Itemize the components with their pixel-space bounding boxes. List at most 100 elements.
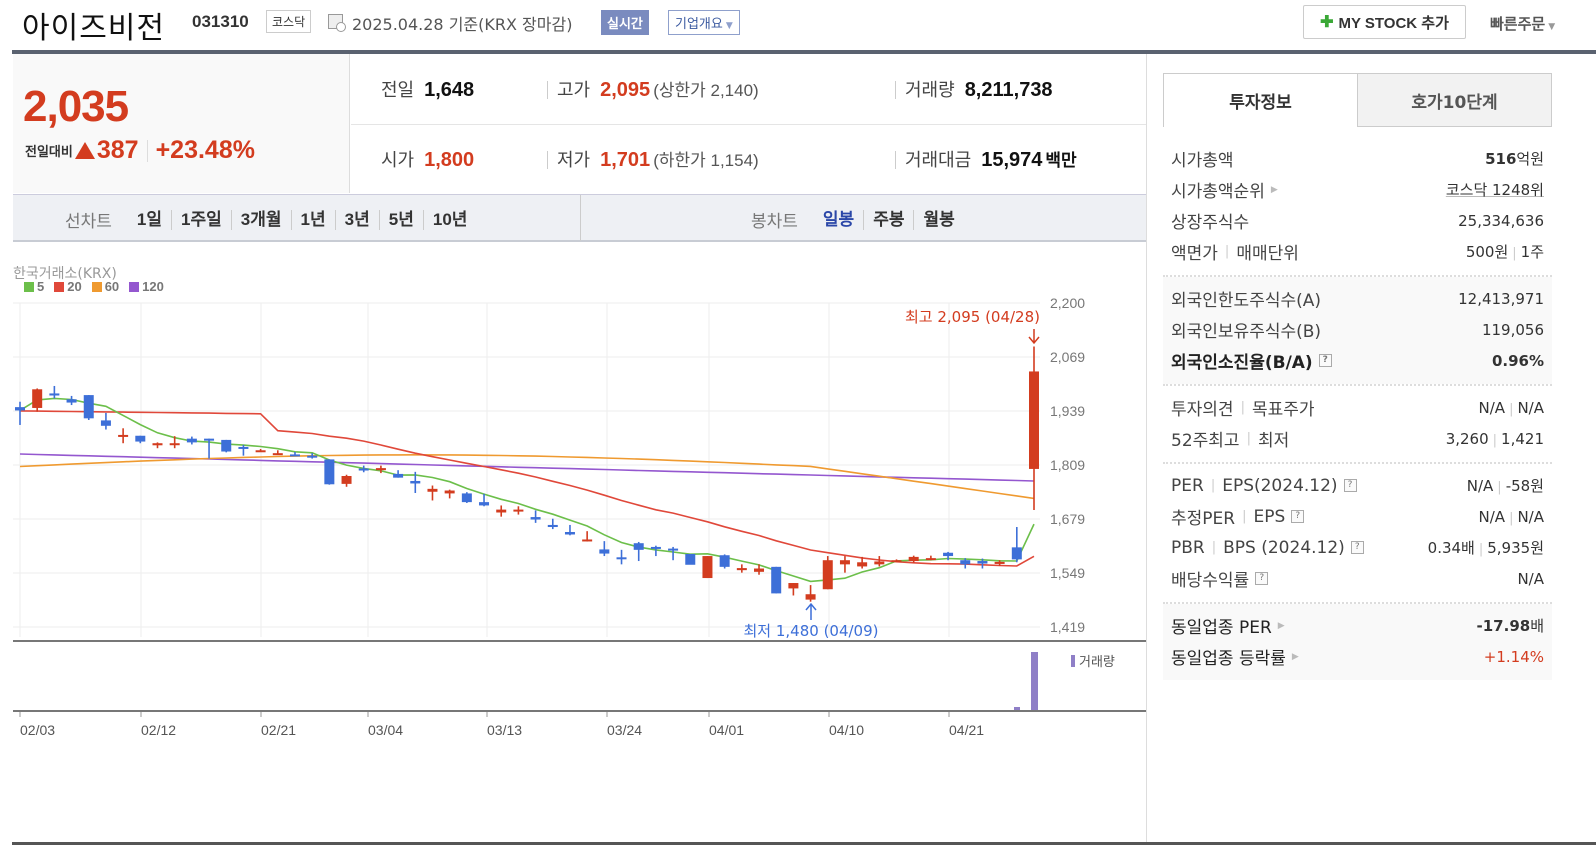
tab-3month[interactable]: 3개월 <box>230 209 291 230</box>
candle <box>479 502 490 506</box>
section-valuation: PER | EPS(2024.12)? N/A | -58원 추정PER | EPS? N/… <box>1163 464 1552 602</box>
quick-order-dropdown[interactable]: 빠른주문 ▼ <box>1490 13 1555 34</box>
label-text: 투자의견 <box>1171 400 1234 420</box>
candle <box>599 549 610 554</box>
separator: | <box>1509 510 1514 526</box>
help-icon[interactable]: ? <box>1343 479 1357 492</box>
current-price-panel: 2,035 전일대비 387 +23.48% <box>13 54 350 193</box>
candle <box>582 539 593 542</box>
candle <box>375 468 386 471</box>
realtime-button[interactable]: 실시간 <box>601 10 649 35</box>
candle <box>960 560 971 565</box>
legend-label: 120 <box>142 279 164 294</box>
separator: | <box>1512 246 1517 261</box>
row-foreign-ratio: 외국인소진율(B/A)? 0.96% <box>1171 345 1544 376</box>
dotted-divider <box>1163 384 1552 386</box>
date-basis: 2025.04.28 기준(KRX 장마감) <box>352 15 573 34</box>
legend-ma5: 5 <box>24 279 44 294</box>
y-tick-label: 1,549 <box>1050 565 1085 581</box>
tab-3year[interactable]: 3년 <box>334 209 379 230</box>
stat-label: 고가 <box>557 80 591 101</box>
header-divider <box>12 50 1596 54</box>
tab-investment-info[interactable]: 투자정보 <box>1163 73 1358 127</box>
volume-legend-swatch <box>1071 655 1075 667</box>
company-overview-dropdown[interactable]: 기업개요 ▼ <box>668 10 740 35</box>
change-label: 전일대비 <box>25 144 73 159</box>
row-label: 시가총액 <box>1171 151 1234 171</box>
row-label: 추정PER | EPS? <box>1171 504 1305 529</box>
row-label: 상장주식수 <box>1171 213 1250 233</box>
separator: | <box>1224 244 1230 259</box>
row-value: 516억원 <box>1485 148 1544 169</box>
separator <box>895 151 896 169</box>
section-foreign: 외국인한도주식수(A) 12,413,971 외국인보유주식수(B) 119,0… <box>1163 277 1552 384</box>
candle <box>427 488 438 492</box>
value-text: N/A <box>1517 398 1544 417</box>
label-text: 추정PER <box>1171 509 1236 529</box>
add-mystock-button[interactable]: ✚ MY STOCK 추가 <box>1303 5 1466 39</box>
label-text: EPS <box>1253 506 1286 527</box>
row-label: PBR | BPS (2024.12)? <box>1171 538 1364 558</box>
candle <box>547 524 558 528</box>
label-text: 배당수익률 <box>1171 571 1250 591</box>
candle-chart-tabs: 봉차트 일봉 주봉 월봉 <box>751 207 964 232</box>
row-label: 외국인한도주식수(A) <box>1171 291 1322 311</box>
row-label: PER | EPS(2024.12)? <box>1171 476 1357 496</box>
candle <box>994 561 1005 564</box>
tab-weekly[interactable]: 주봉 <box>863 209 913 230</box>
separator: | <box>1240 400 1245 415</box>
candle <box>1011 547 1022 560</box>
row-52week: 52주최고 | 최저 3,260 | 1,421 <box>1171 423 1544 454</box>
candle <box>496 509 507 513</box>
separator: | <box>1509 401 1514 417</box>
legend-swatch <box>24 281 34 292</box>
stat-trade-value: 거래대금 15,974 백만 <box>895 146 1077 172</box>
y-tick-label: 2,069 <box>1050 349 1085 365</box>
stock-header: 아이즈비전 031310 코스닥 2025.04.28 기준(KRX 장마감) … <box>0 0 1596 48</box>
stat-label: 전일 <box>381 80 415 101</box>
tab-5year[interactable]: 5년 <box>378 209 423 230</box>
legend-label: 20 <box>67 279 82 294</box>
market-cap-rank-link[interactable]: 코스닥 1248위 <box>1445 181 1544 199</box>
tab-1day[interactable]: 1일 <box>136 209 163 229</box>
candle <box>564 531 575 535</box>
help-icon[interactable]: ? <box>1291 510 1305 523</box>
tab-order-book[interactable]: 호가10단계 <box>1358 73 1552 127</box>
label-text: EPS(2024.12) <box>1222 475 1338 496</box>
candlestick-chart[interactable]: 한국거래소(KRX) 5 20 60 120 2,200 2,069 1,939 1,… <box>0 255 1150 755</box>
candle <box>15 407 25 411</box>
y-tick-label: 1,809 <box>1050 457 1085 473</box>
help-icon[interactable]: ? <box>1350 541 1364 554</box>
tab-monthly[interactable]: 월봉 <box>913 209 963 230</box>
help-icon[interactable]: ? <box>1318 354 1332 367</box>
y-tick-label: 2,200 <box>1050 295 1085 311</box>
x-tick-label: 02/12 <box>141 722 176 738</box>
candle <box>891 560 902 563</box>
tab-daily[interactable]: 일봉 <box>822 209 855 229</box>
tab-10year[interactable]: 10년 <box>422 209 477 230</box>
candle <box>221 439 232 452</box>
sector-per-unit: 배 <box>1530 617 1544 635</box>
row-sector-change[interactable]: 동일업종 등락률 ▶ +1.14% <box>1171 641 1544 672</box>
stat-high: 고가 2,095 (상한가 2,140) <box>547 76 759 102</box>
tab-1year[interactable]: 1년 <box>290 209 335 230</box>
label-text: PER <box>1171 475 1204 496</box>
help-icon[interactable]: ? <box>1255 572 1269 585</box>
legend-ma120: 120 <box>129 279 164 294</box>
row-sector-per[interactable]: 동일업종 PER ▶ -17.98배 <box>1171 610 1544 641</box>
tab-1week[interactable]: 1주일 <box>171 209 231 230</box>
legend-swatch <box>91 281 102 292</box>
label-text: 52주최고 <box>1171 431 1240 451</box>
dotted-divider <box>1163 275 1552 277</box>
panel-divider <box>1146 54 1147 844</box>
candle-chart-label: 봉차트 <box>751 212 798 232</box>
calendar-clock-icon <box>328 14 346 32</box>
row-listed-shares: 상장주식수 25,334,636 <box>1171 205 1544 236</box>
label-text: 목표주가 <box>1251 400 1315 420</box>
row-market-cap-rank[interactable]: 시가총액순위 ▶ 코스닥 1248위 <box>1171 174 1544 205</box>
legend-ma20: 20 <box>54 279 82 294</box>
x-tick-label: 04/01 <box>709 722 744 738</box>
row-label: 시가총액순위 ▶ <box>1171 177 1278 202</box>
candle <box>444 490 455 494</box>
volume-legend-label: 거래량 <box>1079 655 1115 670</box>
